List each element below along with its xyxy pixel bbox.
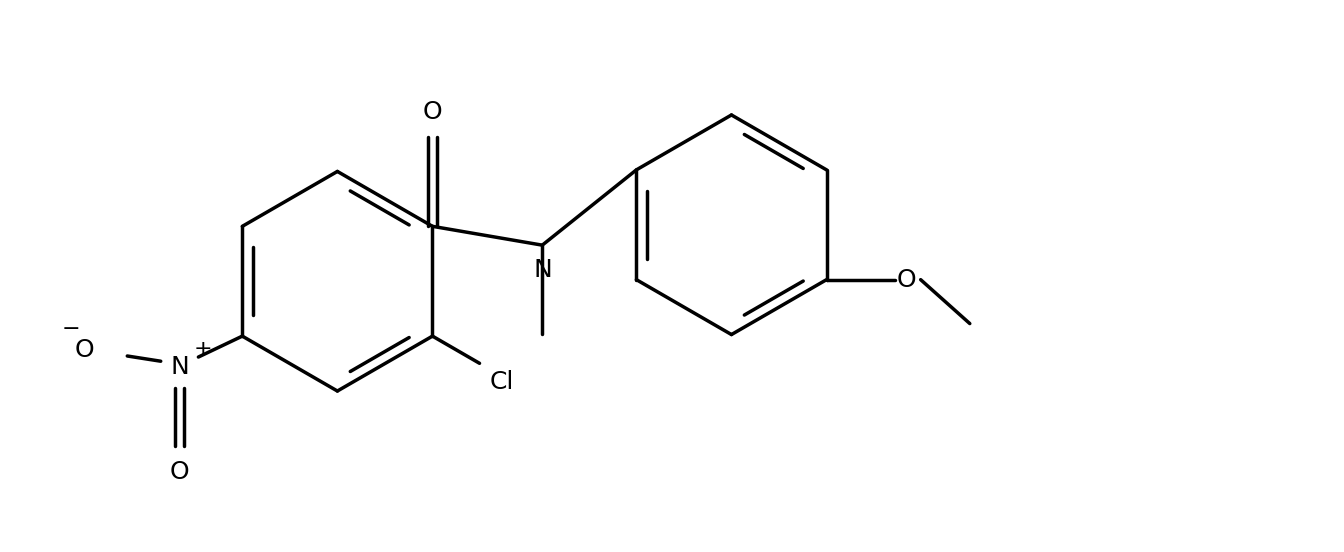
Text: O: O <box>169 459 190 484</box>
Text: N: N <box>171 355 190 379</box>
Text: N: N <box>534 258 552 282</box>
Text: Cl: Cl <box>491 370 515 394</box>
Text: O: O <box>422 100 442 124</box>
Text: O: O <box>74 338 94 362</box>
Text: +: + <box>194 339 212 359</box>
Text: −: − <box>62 319 81 339</box>
Text: O: O <box>896 268 917 291</box>
